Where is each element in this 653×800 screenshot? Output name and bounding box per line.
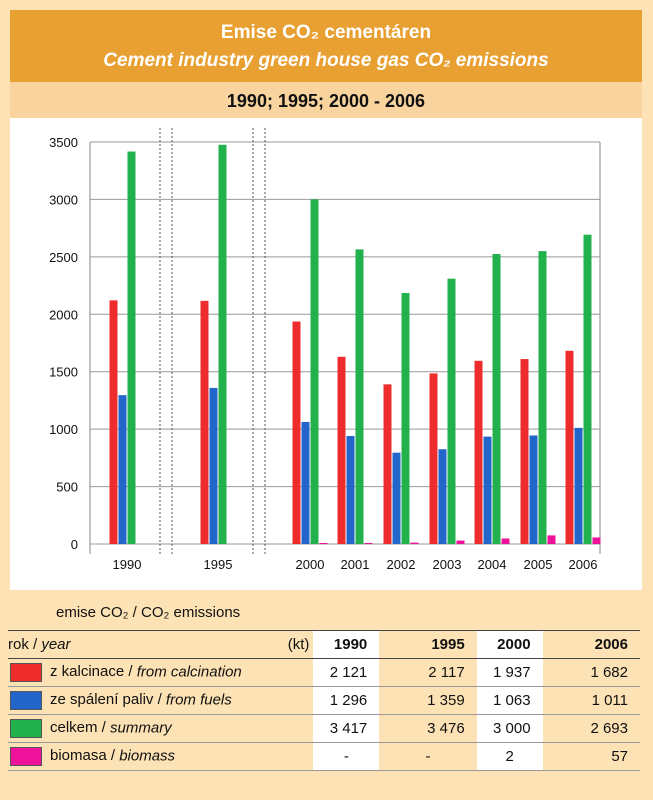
year-header-2006: 2006 [542,630,640,659]
bar-2000-series-4 [319,543,328,544]
x-tick-label-2000: 2000 [296,557,325,572]
bar-2006-series-1 [565,350,574,544]
swatch-calcination [10,663,42,682]
cell-summary-2000: 3 000 [476,714,543,743]
bar-2005-series-4 [547,535,556,544]
x-tick-label-1990: 1990 [113,557,142,572]
year-header-1995: 1995 [379,630,477,659]
swatch-summary [10,719,42,738]
bar-2002-series-2 [392,452,401,544]
cell-summary-1995: 3 476 [379,714,477,743]
cell-fuels-2000: 1 063 [476,686,543,715]
cell-biomass-1990: - [313,742,380,771]
x-tick-label-2004: 2004 [478,557,507,572]
bar-2003-series-2 [438,449,447,544]
table-row-summary: celkem / summary 3 417 3 476 3 000 2 693 [8,714,640,743]
header-label-italic: year [41,636,71,653]
bar-2006-series-3 [583,234,592,545]
bar-2001-series-2 [346,436,355,544]
cell-biomass-2006: 57 [542,742,640,771]
table-caption: emise CO₂ / CO₂ emissions [56,604,241,621]
bar-2000-series-3 [310,199,319,544]
swatch-biomass [10,747,42,766]
bar-2005-series-2 [529,435,538,544]
bar-2006-series-4 [592,537,601,544]
row-label-summary: celkem / summary [8,714,314,743]
header-label: rok / [8,636,42,653]
table-header-row: rok / year (kt) 1990 1995 2000 2006 [8,630,640,659]
bar-1995-series-1 [200,300,209,544]
cell-fuels-1990: 1 296 [313,686,380,715]
bar-2003-series-1 [429,373,438,544]
swatch-fuels [10,691,42,710]
cell-calcination-1995: 2 117 [379,658,477,687]
table-row-fuels: ze spálení paliv / from fuels 1 296 1 35… [8,686,640,715]
table-row-biomass: biomasa / biomass - - 2 57 [8,742,640,771]
y-tick-label-0: 0 [71,537,78,552]
cell-fuels-2006: 1 011 [542,686,640,715]
y-tick-label-2500: 2500 [49,250,78,265]
x-tick-label-2006: 2006 [569,557,598,572]
bar-1990-series-1 [109,300,118,544]
cell-biomass-2000: 2 [476,742,543,771]
bar-1990-series-2 [118,395,127,544]
row-label-fuels: ze spálení paliv / from fuels [8,686,314,715]
y-tick-label-2000: 2000 [49,307,78,322]
x-tick-label-1995: 1995 [204,557,233,572]
title-english: Cement industry green house gas CO₂ emis… [103,50,549,71]
x-tick-label-2003: 2003 [433,557,462,572]
bar-2000-series-2 [301,421,310,544]
y-tick-label-3000: 3000 [49,192,78,207]
cell-calcination-2000: 1 937 [476,658,543,687]
bar-2006-series-2 [574,427,583,544]
row-label-calcination: z kalcinace / from calcination [8,658,314,687]
bar-1995-series-2 [209,387,218,544]
header-label-cell: rok / year [8,630,230,659]
cell-summary-2006: 2 693 [542,714,640,743]
bar-2004-series-4 [501,538,510,544]
cell-calcination-1990: 2 121 [313,658,380,687]
period-subtitle: 1990; 1995; 2000 - 2006 [10,82,642,118]
year-header-2000: 2000 [476,630,543,659]
x-tick-label-2002: 2002 [387,557,416,572]
bar-2005-series-3 [538,251,547,544]
x-tick-label-2001: 2001 [341,557,370,572]
bar-2001-series-4 [364,543,373,544]
bar-1995-series-3 [218,144,227,544]
bar-2003-series-3 [447,278,456,544]
bar-2004-series-1 [474,360,483,544]
unit-label: (kt) [229,630,314,659]
row-label-biomass: biomasa / biomass [8,742,314,771]
chart-header: Emise CO₂ cementáren Cement industry gre… [10,10,642,82]
y-tick-label-1500: 1500 [49,365,78,380]
bar-2002-series-3 [401,293,410,544]
bar-2002-series-4 [410,542,419,544]
table-row-calcination: z kalcinace / from calcination 2 121 2 1… [8,658,640,687]
bar-2000-series-1 [292,321,301,544]
y-tick-label-1000: 1000 [49,422,78,437]
bar-2004-series-3 [492,253,501,544]
y-tick-label-3500: 3500 [49,135,78,150]
year-header-1990: 1990 [313,630,380,659]
y-tick-label-500: 500 [56,480,78,495]
bar-2001-series-3 [355,249,364,545]
bar-2002-series-1 [383,384,392,544]
bar-2001-series-1 [337,356,346,544]
emissions-table: rok / year (kt) 1990 1995 2000 2006 z ka… [8,630,640,771]
cell-calcination-2006: 1 682 [542,658,640,687]
bar-2003-series-4 [456,540,465,544]
cell-fuels-1995: 1 359 [379,686,477,715]
cell-biomass-1995: - [379,742,477,771]
x-tick-label-2005: 2005 [524,557,553,572]
bar-chart: 0 500 1000 1500 2000 2500 3000 3500 1990 1995 2000… [49,128,601,572]
bar-2005-series-1 [520,359,529,544]
title-czech: Emise CO₂ cementáren [220,22,432,43]
cell-summary-1990: 3 417 [313,714,380,743]
chart-panel: 0 500 1000 1500 2000 2500 3000 3500 1990 1995 2000… [10,118,642,590]
bar-2004-series-2 [483,436,492,544]
bar-1990-series-3 [127,151,136,544]
